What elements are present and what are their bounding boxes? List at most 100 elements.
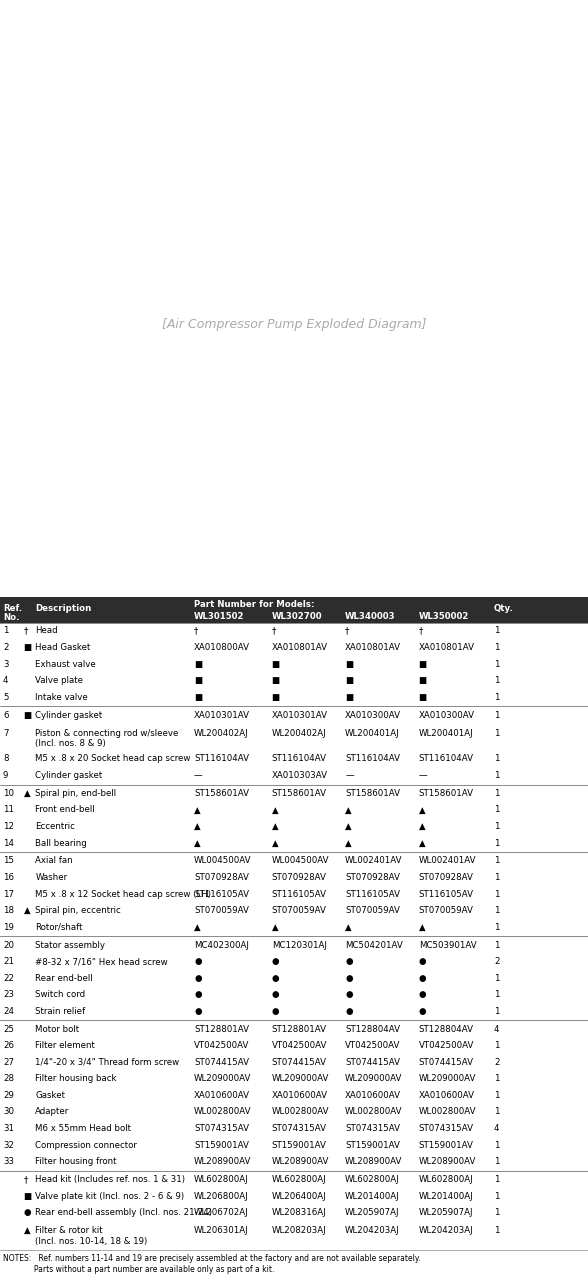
- Text: 24: 24: [3, 1007, 14, 1016]
- Text: ST128801AV: ST128801AV: [194, 1025, 249, 1034]
- Text: ▲: ▲: [194, 923, 201, 932]
- Text: ST070059AV: ST070059AV: [419, 907, 473, 915]
- Text: 3: 3: [3, 659, 8, 668]
- Text: 6: 6: [3, 710, 8, 719]
- Text: ST070059AV: ST070059AV: [345, 907, 400, 915]
- Text: ■: ■: [345, 676, 353, 685]
- Text: Description: Description: [35, 604, 92, 613]
- Text: 1: 1: [494, 659, 499, 668]
- Text: ST158601AV: ST158601AV: [272, 789, 327, 798]
- Text: ST070928AV: ST070928AV: [272, 873, 326, 882]
- Text: ▲: ▲: [345, 923, 352, 932]
- Text: —: —: [419, 771, 427, 780]
- Text: 1: 1: [494, 839, 499, 848]
- Text: 22: 22: [3, 974, 14, 983]
- Text: 1: 1: [494, 857, 499, 866]
- Text: Strain relief: Strain relief: [35, 1007, 85, 1016]
- Text: ▲: ▲: [194, 822, 201, 831]
- Text: ST158601AV: ST158601AV: [194, 789, 249, 798]
- Text: WL208900AV: WL208900AV: [272, 1158, 329, 1167]
- Text: 1: 1: [494, 1176, 499, 1184]
- Text: Valve plate kit (Incl. nos. 2 - 6 & 9): Valve plate kit (Incl. nos. 2 - 6 & 9): [35, 1192, 185, 1201]
- Text: †: †: [419, 626, 423, 635]
- Text: ■: ■: [419, 692, 427, 701]
- Text: ST074315AV: ST074315AV: [419, 1125, 474, 1133]
- Text: VT042500AV: VT042500AV: [272, 1042, 327, 1051]
- Text: WL602800AJ: WL602800AJ: [272, 1176, 326, 1184]
- Text: ST074415AV: ST074415AV: [272, 1058, 327, 1067]
- Text: ST116104AV: ST116104AV: [419, 755, 474, 764]
- Text: 12: 12: [3, 822, 14, 831]
- Text: Switch cord: Switch cord: [35, 991, 85, 1000]
- Text: 1: 1: [494, 1108, 499, 1117]
- Text: 1: 1: [494, 626, 499, 635]
- Text: 18: 18: [3, 907, 14, 915]
- Text: 1: 1: [3, 626, 8, 635]
- Text: 1: 1: [494, 923, 499, 932]
- Text: 1: 1: [494, 822, 499, 831]
- Text: WL004500AV: WL004500AV: [272, 857, 329, 866]
- Text: †: †: [24, 626, 28, 635]
- Text: WL002800AV: WL002800AV: [345, 1108, 403, 1117]
- Text: XA010600AV: XA010600AV: [419, 1091, 475, 1100]
- Text: ●: ●: [272, 958, 279, 966]
- Text: ST158601AV: ST158601AV: [419, 789, 474, 798]
- Text: 2: 2: [494, 958, 499, 966]
- Text: Qty.: Qty.: [494, 604, 514, 613]
- Text: ST128804AV: ST128804AV: [419, 1025, 474, 1034]
- Text: ST070928AV: ST070928AV: [345, 873, 400, 882]
- Text: 14: 14: [3, 839, 14, 848]
- Text: Liste De Pièces De Rechange: Liste De Pièces De Rechange: [12, 24, 198, 34]
- Text: 1: 1: [494, 692, 499, 701]
- Text: Valve plate: Valve plate: [35, 676, 83, 685]
- Text: 1: 1: [494, 1209, 499, 1218]
- Text: ▲: ▲: [272, 806, 278, 815]
- Text: WL208900AV: WL208900AV: [419, 1158, 476, 1167]
- Text: Cylinder gasket: Cylinder gasket: [35, 771, 102, 780]
- Text: VT042500AV: VT042500AV: [419, 1042, 474, 1051]
- Text: VT042500AV: VT042500AV: [345, 1042, 400, 1051]
- Text: ■: ■: [194, 676, 202, 685]
- Text: XA010303AV: XA010303AV: [272, 771, 328, 780]
- Text: WL602800AJ: WL602800AJ: [194, 1176, 249, 1184]
- Text: ■: ■: [272, 659, 280, 668]
- Text: XA010600AV: XA010600AV: [272, 1091, 328, 1100]
- Text: WL208203AJ: WL208203AJ: [272, 1227, 326, 1235]
- Text: †: †: [272, 626, 276, 635]
- Text: ●: ●: [345, 1007, 353, 1016]
- Text: 19: 19: [3, 923, 14, 932]
- Text: 1: 1: [494, 1227, 499, 1235]
- Text: ▲: ▲: [194, 806, 201, 815]
- Text: 1: 1: [494, 676, 499, 685]
- Text: 8: 8: [3, 755, 8, 764]
- Text: #8-32 x 7/16" Hex head screw: #8-32 x 7/16" Hex head screw: [35, 958, 168, 966]
- Text: ST159001AV: ST159001AV: [272, 1141, 326, 1150]
- Text: 11: 11: [3, 806, 14, 815]
- Text: 9: 9: [3, 771, 8, 780]
- Text: Filter housing front: Filter housing front: [35, 1158, 117, 1167]
- Text: WL200402AJ: WL200402AJ: [272, 729, 326, 738]
- Text: [Air Compressor Pump Exploded Diagram]: [Air Compressor Pump Exploded Diagram]: [162, 317, 426, 332]
- Text: ●: ●: [419, 958, 426, 966]
- Text: Compression connector: Compression connector: [35, 1141, 137, 1150]
- Text: 10: 10: [3, 789, 14, 798]
- Text: 1: 1: [494, 806, 499, 815]
- Text: ●: ●: [419, 1007, 426, 1016]
- Text: 5: 5: [3, 692, 8, 701]
- Text: 30: 30: [3, 1108, 14, 1117]
- Text: M5 x .8 x 20 Socket head cap screw: M5 x .8 x 20 Socket head cap screw: [35, 755, 191, 764]
- Text: 1: 1: [494, 755, 499, 764]
- Text: ■: ■: [419, 659, 427, 668]
- Text: WL200402AJ: WL200402AJ: [194, 729, 249, 738]
- Text: ▲: ▲: [419, 806, 425, 815]
- Text: ST074415AV: ST074415AV: [345, 1058, 400, 1067]
- Text: Parts without a part number are available only as part of a kit.: Parts without a part number are availabl…: [3, 1265, 275, 1274]
- Text: WL340003: WL340003: [345, 612, 396, 621]
- Text: Filter housing back: Filter housing back: [35, 1075, 117, 1084]
- Text: MC504201AV: MC504201AV: [345, 941, 403, 950]
- Text: WL302700: WL302700: [272, 612, 322, 621]
- Text: WL209000AV: WL209000AV: [194, 1075, 252, 1084]
- Text: WL002401AV: WL002401AV: [419, 857, 476, 866]
- Text: WL002401AV: WL002401AV: [345, 857, 403, 866]
- Text: NOTES:   Ref. numbers 11-14 and 19 are precisely assembled at the factory and ar: NOTES: Ref. numbers 11-14 and 19 are pre…: [3, 1255, 420, 1264]
